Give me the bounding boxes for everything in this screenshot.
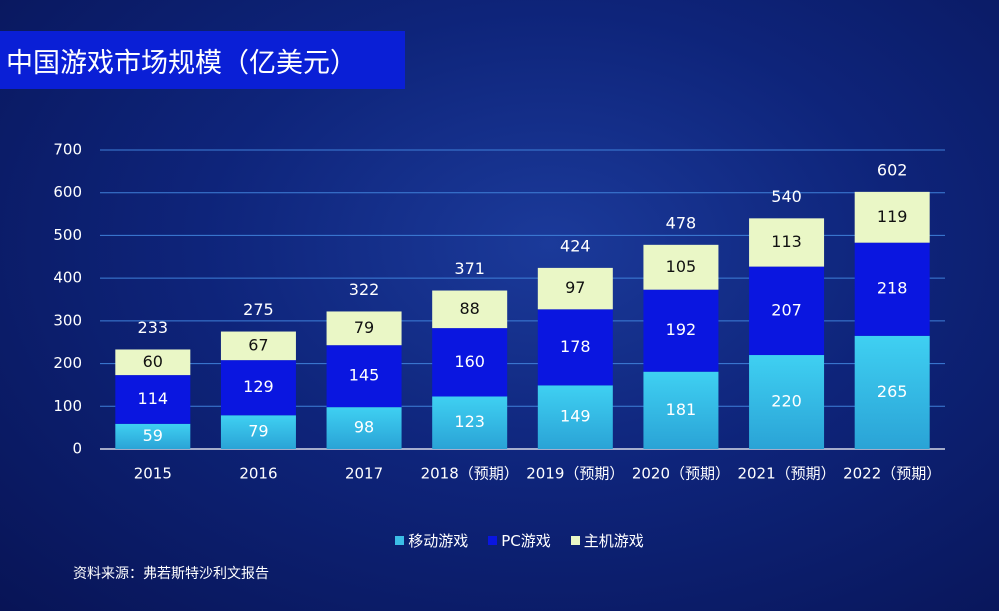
- bar-console: [854, 191, 930, 243]
- total-label: 424: [560, 236, 591, 255]
- data-label-mobile: 181: [666, 400, 697, 419]
- legend: 移动游戏 PC游戏 主机游戏: [0, 530, 999, 551]
- legend-label-mobile: 移动游戏: [408, 532, 469, 550]
- data-label-pc: 114: [138, 389, 169, 408]
- bar-mobile: [326, 407, 402, 449]
- total-label: 275: [243, 300, 274, 319]
- bar-mobile: [749, 355, 825, 449]
- data-label-pc: 129: [243, 377, 274, 396]
- legend-label-console: 主机游戏: [583, 532, 644, 550]
- legend-item-mobile: 移动游戏: [395, 530, 468, 551]
- total-label: 322: [349, 280, 380, 299]
- bar-pc: [537, 309, 613, 386]
- total-label: 540: [771, 187, 802, 206]
- data-label-pc: 145: [349, 366, 380, 385]
- total-label: 371: [454, 259, 485, 278]
- bar-console: [749, 218, 825, 267]
- bar-console: [643, 244, 719, 290]
- legend-item-pc: PC游戏: [488, 530, 551, 551]
- bar-mobile: [432, 396, 508, 449]
- x-tick-label: 2018（预期）: [421, 465, 519, 483]
- bar-console: [326, 311, 402, 346]
- x-tick-label: 2022（预期）: [843, 465, 941, 483]
- x-tick-label: 2015: [134, 465, 172, 483]
- title-box: 中国游戏市场规模（亿美元）: [0, 31, 405, 89]
- bar-pc: [326, 345, 402, 408]
- source-note: 资料来源：弗若斯特沙利文报告: [73, 566, 269, 582]
- y-tick-label: 300: [53, 311, 82, 329]
- data-label-mobile: 220: [771, 392, 802, 411]
- y-tick-label: 500: [53, 226, 82, 244]
- data-label-pc: 192: [666, 320, 697, 339]
- x-tick-label: 2020（预期）: [632, 465, 730, 483]
- bar-pc: [854, 242, 930, 336]
- x-tick-label: 2017: [345, 465, 383, 483]
- bar-mobile: [220, 415, 296, 449]
- data-label-console: 60: [143, 352, 163, 371]
- bar-console: [220, 331, 296, 361]
- data-label-console: 88: [460, 299, 480, 318]
- data-label-pc: 178: [560, 337, 591, 356]
- bar-mobile: [643, 371, 719, 449]
- x-tick-label: 2016: [239, 465, 277, 483]
- data-label-mobile: 98: [354, 418, 374, 437]
- bar-pc: [432, 328, 508, 397]
- bar-console: [537, 267, 613, 310]
- legend-label-pc: PC游戏: [501, 532, 551, 550]
- bar-mobile: [537, 385, 613, 449]
- total-label: 233: [138, 318, 169, 337]
- data-label-console: 119: [877, 207, 908, 226]
- data-label-pc: 218: [877, 279, 908, 298]
- data-label-mobile: 59: [143, 426, 163, 445]
- total-label: 602: [877, 160, 908, 179]
- data-label-mobile: 265: [877, 382, 908, 401]
- y-tick-label: 600: [53, 183, 82, 201]
- y-tick-label: 400: [53, 269, 82, 287]
- bar-pc: [749, 266, 825, 356]
- data-label-mobile: 149: [560, 407, 591, 426]
- data-label-console: 97: [565, 278, 585, 297]
- bar-pc: [115, 375, 191, 424]
- legend-swatch-console: [570, 536, 580, 545]
- data-label-console: 79: [354, 318, 374, 337]
- legend-item-console: 主机游戏: [570, 530, 644, 551]
- bar-console: [432, 290, 508, 329]
- data-label-console: 105: [666, 257, 697, 276]
- legend-swatch-mobile: [395, 536, 405, 545]
- x-tick-label: 2021（预期）: [737, 465, 835, 483]
- y-tick-label: 100: [53, 397, 82, 415]
- bar-console: [115, 349, 191, 376]
- chart-title: 中国游戏市场规模（亿美元）: [6, 47, 357, 79]
- data-label-console: 113: [771, 232, 802, 251]
- bar-mobile: [115, 423, 191, 449]
- bar-pc: [220, 360, 296, 416]
- bar-mobile: [854, 335, 930, 449]
- bar-pc: [643, 289, 719, 372]
- y-tick-label: 700: [53, 141, 82, 159]
- data-label-mobile: 79: [248, 422, 268, 441]
- y-tick-label: 0: [72, 440, 82, 458]
- legend-swatch-pc: [488, 536, 498, 545]
- data-label-mobile: 123: [454, 412, 485, 431]
- x-tick-label: 2019（预期）: [526, 465, 624, 483]
- data-label-console: 67: [248, 335, 268, 354]
- total-label: 478: [666, 213, 697, 232]
- data-label-pc: 207: [771, 300, 802, 319]
- y-tick-label: 200: [53, 354, 82, 372]
- data-label-pc: 160: [454, 352, 485, 371]
